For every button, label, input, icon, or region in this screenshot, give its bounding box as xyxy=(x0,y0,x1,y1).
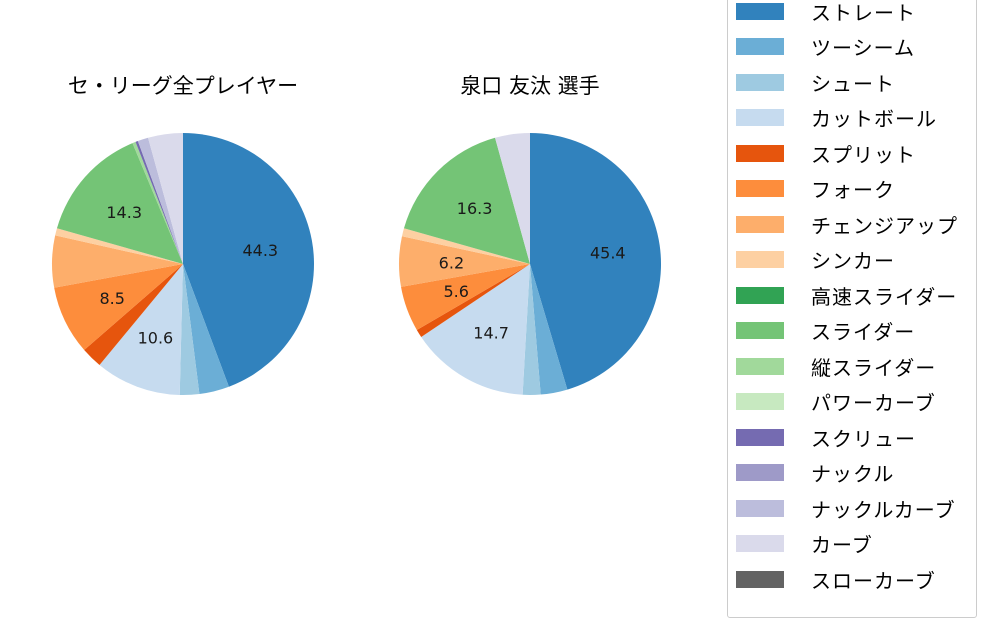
legend-swatch xyxy=(736,322,784,339)
legend-item: ナックル xyxy=(736,458,894,488)
legend-swatch xyxy=(736,180,784,197)
legend-label: シンカー xyxy=(811,249,895,273)
slice-value-label: 16.3 xyxy=(457,199,493,218)
pie-slice xyxy=(132,141,183,264)
pie-slice xyxy=(183,133,315,387)
legend-item: スプリット xyxy=(736,138,916,168)
legend-label: パワーカーブ xyxy=(811,391,936,415)
legend-label: 縦スライダー xyxy=(811,355,937,380)
legend-item: シンカー xyxy=(736,245,895,275)
legend-label: ナックルカーブ xyxy=(811,497,956,522)
pie-slice xyxy=(530,133,662,390)
legend-swatch xyxy=(736,428,784,446)
pie-slice xyxy=(183,264,229,394)
legend-label: カットボール xyxy=(811,107,937,131)
legend-item: シュート xyxy=(736,67,895,97)
legend-swatch xyxy=(736,251,784,268)
legend-label: チェンジアップ xyxy=(811,213,958,238)
legend-item: 高速スライダー xyxy=(736,280,957,310)
legend-label: ナックル xyxy=(811,462,895,486)
legend-swatch xyxy=(736,38,784,55)
legend-swatch xyxy=(736,144,784,162)
legend-item: 縦スライダー xyxy=(736,351,936,381)
legend-item: スライダー xyxy=(736,316,915,346)
legend-swatch xyxy=(736,570,784,588)
legend-swatch xyxy=(736,215,784,233)
legend-swatch xyxy=(736,393,784,410)
legend-swatch xyxy=(736,2,784,20)
chart-title-league: セ・リーグ全プレイヤー xyxy=(67,74,299,98)
pie-chart-league: 44.3 10.6 8.5 14.3 xyxy=(51,133,315,396)
legend-label: スライダー xyxy=(811,320,916,344)
legend-item: ナックルカーブ xyxy=(736,493,956,523)
slice-value-label: 10.6 xyxy=(138,329,174,348)
legend-swatch xyxy=(736,464,784,481)
pie-slice xyxy=(495,133,530,264)
pie-slice xyxy=(55,228,183,264)
legend-item: カットボール xyxy=(736,103,937,133)
pie-slice xyxy=(135,141,183,264)
legend-swatch xyxy=(736,73,784,91)
legend-item: ツーシーム xyxy=(736,32,915,62)
pie-slice xyxy=(99,264,183,395)
legend-label: シュート xyxy=(811,71,895,96)
legend-swatch xyxy=(736,499,784,517)
chart-title-player: 泉口 友汰 選手 xyxy=(460,74,600,98)
legend-label: スクリュー xyxy=(811,426,916,451)
pie-slice xyxy=(51,235,183,288)
slice-value-label: 6.2 xyxy=(439,254,464,273)
slice-value-label: 45.4 xyxy=(590,244,626,263)
pie-slice xyxy=(530,264,568,395)
pie-slice xyxy=(84,264,183,365)
legend-label: スプリット xyxy=(811,142,916,167)
pie-chart-player: 45.4 14.7 5.6 6.2 16.3 xyxy=(398,133,662,395)
legend-item: カーブ xyxy=(736,529,873,559)
pie-slice xyxy=(54,264,183,351)
pie-slice xyxy=(421,264,530,395)
legend-label: スローカーブ xyxy=(811,568,936,593)
pie-charts: 44.3 10.6 8.5 14.3 45.4 14.7 5.6 6.2 16.3 xyxy=(51,133,662,396)
pie-slice xyxy=(401,228,530,264)
pie-slice xyxy=(179,264,200,396)
legend-item: フォーク xyxy=(736,174,895,204)
legend-item: ストレート xyxy=(736,0,916,26)
legend-item: スクリュー xyxy=(736,422,916,452)
legend-item: パワーカーブ xyxy=(736,387,936,417)
legend-label: カーブ xyxy=(811,533,873,557)
slice-value-label: 14.7 xyxy=(473,323,509,342)
slice-value-label: 5.6 xyxy=(443,282,468,301)
pie-slice xyxy=(148,133,183,264)
pie-slice xyxy=(137,137,183,264)
slice-value-label: 14.3 xyxy=(106,203,142,222)
legend-swatch xyxy=(736,535,784,552)
pie-slice xyxy=(56,143,183,264)
legend-item: スローカーブ xyxy=(736,564,936,594)
slice-value-label: 8.5 xyxy=(99,289,124,308)
legend-label: 高速スライダー xyxy=(811,284,958,309)
pie-slice xyxy=(416,264,530,337)
pie-slice xyxy=(522,264,541,395)
pie-slice xyxy=(401,264,530,330)
slice-value-label: 44.3 xyxy=(242,241,278,260)
pie-slice xyxy=(403,137,530,264)
legend-swatch xyxy=(736,286,784,304)
legend-item: チェンジアップ xyxy=(736,209,958,239)
legend-label: ツーシーム xyxy=(811,36,915,60)
pie-slice xyxy=(398,236,530,287)
legend-label: ストレート xyxy=(811,0,916,25)
legend-label: フォーク xyxy=(811,178,895,202)
legend-swatch xyxy=(736,357,784,375)
legend: ストレートツーシームシュートカットボール スプリットフォークチェンジアップ シンカー… xyxy=(727,0,977,618)
legend-swatch xyxy=(736,109,784,126)
